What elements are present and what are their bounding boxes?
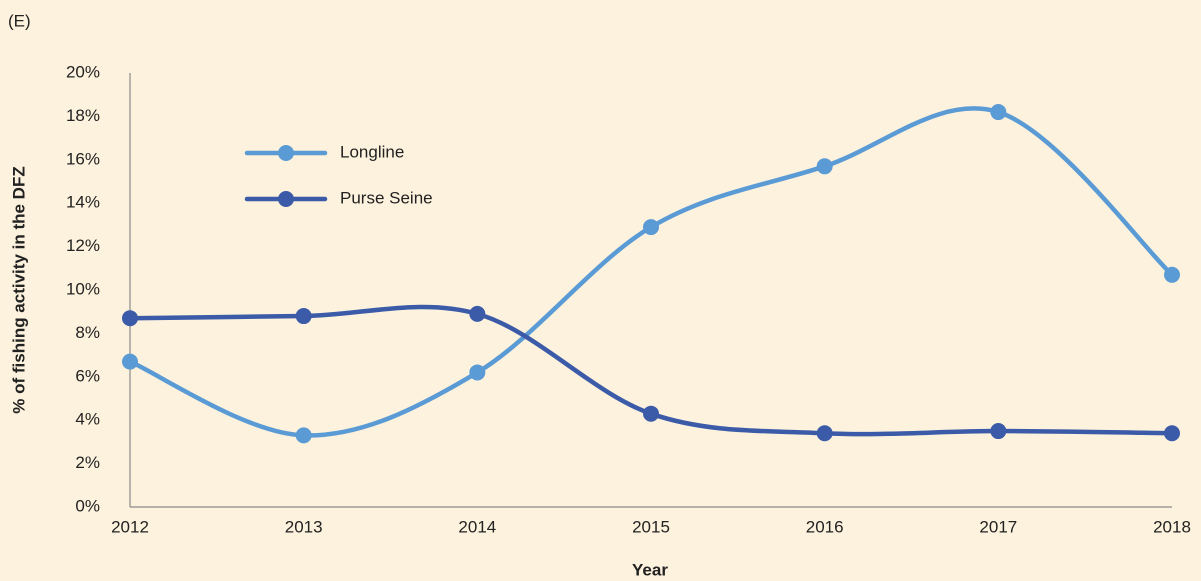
y-tick-label: 20% <box>66 62 100 81</box>
y-tick-label: 12% <box>66 236 100 255</box>
legend-marker <box>278 145 294 161</box>
panel-label: (E) <box>8 11 31 30</box>
data-point <box>469 305 486 322</box>
data-point <box>990 104 1007 121</box>
x-tick-label: 2016 <box>806 517 844 536</box>
x-tick-label: 2017 <box>979 517 1017 536</box>
y-tick-label: 0% <box>75 496 100 515</box>
data-point <box>816 158 833 175</box>
y-tick-label: 8% <box>75 323 100 342</box>
y-axis-title: % of fishing activity in the DFZ <box>9 166 28 413</box>
data-point <box>122 353 138 370</box>
data-point <box>816 425 833 442</box>
data-point <box>643 219 659 236</box>
legend-label: Purse Seine <box>340 188 433 207</box>
data-point <box>1164 425 1180 442</box>
y-tick-label: 16% <box>66 149 100 168</box>
x-axis-title: Year <box>632 560 668 579</box>
data-point <box>1164 266 1180 283</box>
x-tick-label: 2015 <box>632 517 670 536</box>
data-point <box>469 364 486 381</box>
legend-marker <box>278 191 294 207</box>
y-tick-label: 10% <box>66 279 100 298</box>
x-tick-label: 2012 <box>111 517 149 536</box>
data-point <box>295 427 312 444</box>
data-point <box>295 308 312 325</box>
y-tick-label: 14% <box>66 193 100 212</box>
y-tick-label: 4% <box>75 410 100 429</box>
data-point <box>643 405 659 422</box>
data-point <box>122 310 138 327</box>
legend-label: Longline <box>340 142 404 161</box>
y-tick-label: 6% <box>75 366 100 385</box>
y-tick-label: 2% <box>75 453 100 472</box>
x-tick-label: 2013 <box>285 517 323 536</box>
y-tick-label: 18% <box>66 106 100 125</box>
x-tick-label: 2018 <box>1153 517 1191 536</box>
x-tick-label: 2014 <box>458 517 496 536</box>
data-point <box>990 423 1007 440</box>
